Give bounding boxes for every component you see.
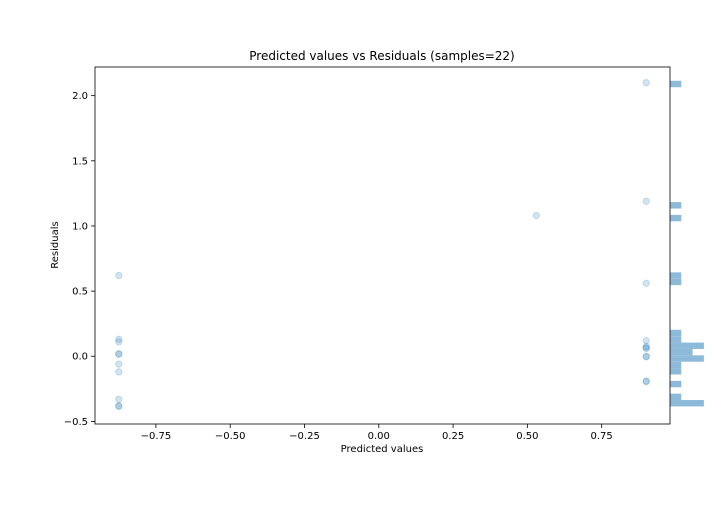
scatter-point bbox=[115, 395, 123, 403]
y-tick-label: 1.5 bbox=[72, 156, 88, 167]
scatter-point bbox=[115, 338, 123, 346]
x-tick-label: −0.50 bbox=[215, 431, 246, 442]
scatter-point bbox=[642, 336, 650, 345]
x-axis-label: Predicted values bbox=[341, 444, 424, 455]
histogram-bar bbox=[670, 342, 704, 349]
scatter-points bbox=[115, 78, 650, 411]
y-axis-label: Residuals bbox=[50, 221, 61, 268]
x-tick-label: 0.25 bbox=[442, 431, 464, 442]
histogram-bar bbox=[670, 348, 693, 356]
scatter-point bbox=[642, 377, 650, 386]
scatter-point bbox=[115, 335, 123, 344]
histogram-bar bbox=[670, 361, 682, 369]
scatter-point bbox=[642, 352, 650, 360]
histogram-bar bbox=[670, 336, 682, 343]
scatter-point bbox=[642, 197, 650, 205]
histogram-bar bbox=[670, 393, 682, 401]
scatter-point bbox=[642, 342, 650, 351]
scatter-point bbox=[115, 271, 123, 280]
scatter-point bbox=[115, 360, 123, 368]
residual-histogram bbox=[670, 80, 704, 407]
axis-ticks: −0.75 −0.50 −0.25 0.00 0.25 0.50 0.75 −0.5 0.0 0.… bbox=[64, 91, 613, 442]
scatter-point bbox=[532, 211, 540, 220]
x-tick-label: −0.75 bbox=[141, 431, 172, 442]
histogram-bar bbox=[670, 80, 682, 88]
histogram-bar bbox=[670, 202, 682, 209]
scatter-point bbox=[115, 402, 123, 410]
scatter-point bbox=[642, 377, 650, 385]
histogram-bar bbox=[670, 380, 682, 388]
scatter-point bbox=[642, 279, 650, 287]
scatter-point bbox=[642, 78, 650, 87]
histogram-bar bbox=[670, 214, 682, 222]
scatter-point bbox=[115, 350, 123, 358]
scatter-point bbox=[642, 344, 650, 353]
x-tick-label: −0.25 bbox=[289, 431, 320, 442]
histogram-bar bbox=[670, 368, 682, 375]
histogram-bar bbox=[670, 278, 682, 286]
histogram-bar bbox=[670, 329, 682, 337]
scatter-point bbox=[115, 368, 123, 376]
x-tick-label: 0.50 bbox=[516, 431, 538, 442]
y-tick-label: −0.5 bbox=[64, 417, 88, 428]
scatter-point bbox=[115, 349, 123, 358]
x-tick-label: 0.75 bbox=[591, 431, 613, 442]
histogram-bar bbox=[670, 355, 704, 362]
scatter-point bbox=[642, 353, 650, 361]
chart-title: Predicted values vs Residuals (samples=2… bbox=[249, 49, 514, 63]
y-tick-label: 2.0 bbox=[72, 91, 88, 102]
scatter-point bbox=[642, 344, 650, 352]
y-tick-label: 0.5 bbox=[72, 287, 88, 298]
x-tick-label: 0.00 bbox=[368, 431, 390, 442]
y-tick-label: 0.0 bbox=[72, 352, 88, 363]
histogram-bar bbox=[670, 400, 704, 407]
scatter-point bbox=[115, 402, 123, 411]
plot-frame bbox=[94, 66, 671, 425]
histogram-bar bbox=[670, 272, 682, 279]
y-tick-label: 1.0 bbox=[72, 221, 88, 232]
